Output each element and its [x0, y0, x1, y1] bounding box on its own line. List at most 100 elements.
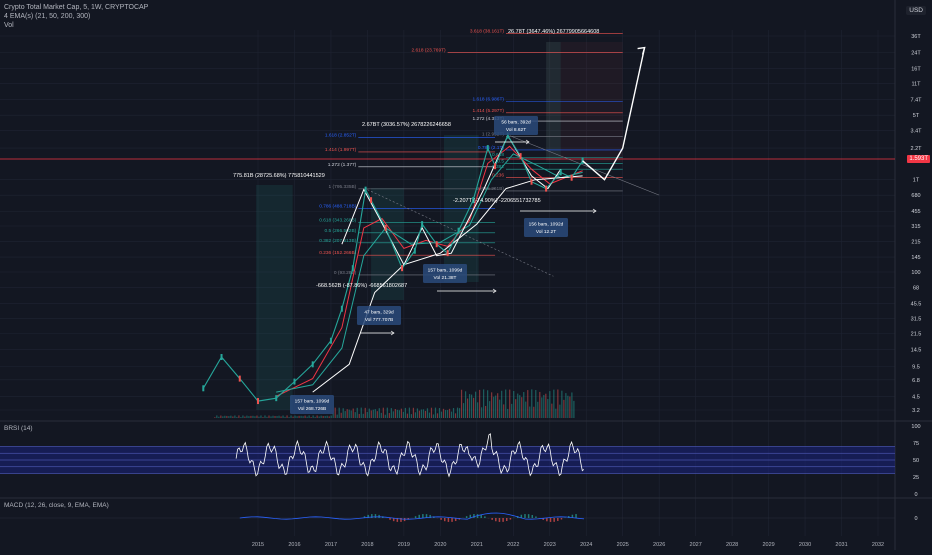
fib-label: 0.786 (2.1T) [478, 145, 505, 151]
macd-hist-bar [491, 518, 493, 520]
macd-hist-bar [499, 518, 501, 522]
macd-hist-bar [524, 514, 526, 518]
volume-bar [447, 410, 448, 418]
fib-label: 1 (795.335B) [329, 184, 357, 190]
volume-bar [493, 397, 494, 418]
volume-bar [292, 417, 293, 418]
volume-bar [214, 417, 215, 418]
volume-bar [469, 394, 470, 418]
volume-bar [507, 409, 508, 418]
x-tick-label: 2030 [799, 542, 811, 548]
y-tick-label: 215 [911, 239, 920, 245]
volume-bar [435, 408, 436, 418]
volume-bar [375, 409, 376, 418]
volume-bar [250, 416, 251, 418]
volume-bar [266, 417, 267, 418]
volume-bar [421, 409, 422, 418]
volume-bar [252, 416, 253, 418]
volume-bar [487, 390, 488, 418]
macd-hist-bar [561, 518, 563, 519]
volume-bar [349, 410, 350, 418]
y-tick-label: 3.4T [910, 129, 922, 135]
volume-bar [228, 416, 229, 418]
y-tick-label: 5T [913, 113, 920, 119]
annotation-drop-2022: -2.207T (-74.90%) -2206551732785 [453, 198, 541, 204]
volume-bar [519, 395, 520, 418]
volume-bar [527, 390, 528, 418]
macd-hist-bar [532, 515, 534, 518]
volume-bar [467, 398, 468, 418]
y-tick-label: 21.5 [911, 332, 922, 338]
volume-bar [551, 404, 552, 418]
volume-bar [367, 412, 368, 418]
volume-bar [559, 405, 560, 418]
y-tick-label: 24T [911, 50, 921, 56]
volume-bar [260, 415, 261, 418]
y-tick-label: 2.2T [910, 146, 922, 152]
x-tick-label: 2021 [471, 542, 483, 548]
annotation-peak-2018: 775.81B (28725.68%) 775810441529 [233, 173, 325, 179]
volume-bar [351, 411, 352, 418]
volume-bar [573, 401, 574, 418]
volume-bar [501, 391, 502, 418]
volume-bar [365, 408, 366, 418]
rsi-tick-label: 25 [913, 475, 919, 481]
volume-bar [515, 399, 516, 418]
volume-bar [246, 416, 247, 418]
y-tick-label: 45.5 [911, 302, 922, 308]
macd-hist-bar [510, 518, 512, 520]
price-candle [239, 376, 241, 382]
y-tick-label: 4.5 [912, 394, 920, 400]
volume-bar [567, 396, 568, 418]
volume-bar [321, 416, 322, 418]
macd-hist-bar [557, 518, 559, 521]
volume-bar [339, 408, 340, 418]
volume-bar [381, 413, 382, 418]
volume-bar [236, 417, 237, 418]
volume-bar [270, 416, 271, 418]
currency-label[interactable]: USD [906, 6, 926, 15]
y-tick-label: 31.5 [911, 316, 922, 322]
volume-bar [539, 392, 540, 418]
price-candle [257, 398, 259, 404]
volume-bar [433, 414, 434, 418]
macd-hist-bar [389, 518, 391, 520]
y-tick-label: 6.8 [912, 378, 920, 384]
volume-bar [411, 414, 412, 418]
x-tick-label: 2029 [762, 542, 774, 548]
y-tick-label: 7.4T [910, 97, 922, 103]
volume-bar [288, 417, 289, 418]
price-candle [545, 186, 547, 192]
bars-box-1-line2: Vol 268.726B [298, 406, 327, 412]
volume-bar [417, 408, 418, 418]
macd-hist-bar [418, 515, 420, 518]
volume-bar [419, 411, 420, 418]
volume-bar [393, 411, 394, 418]
y-tick-label: 3.2 [912, 408, 920, 414]
annotation-peak-2021: 2.67BT (3036.57%) 2678226246658 [362, 122, 451, 128]
volume-bar [415, 412, 416, 418]
volume-bar [329, 416, 330, 418]
volume-bar [294, 416, 295, 418]
volume-bar [495, 396, 496, 418]
volume-bar [523, 392, 524, 418]
volume-bar [369, 409, 370, 418]
y-tick-label: 455 [911, 209, 920, 215]
volume-bar [509, 390, 510, 418]
volume-bar [363, 414, 364, 418]
volume-bar [224, 416, 225, 418]
volume-bar [274, 416, 275, 418]
macd-hist-bar [535, 516, 537, 518]
bars-box-3-line2: Vol 21.38T [434, 275, 457, 281]
x-tick-label: 2023 [544, 542, 556, 548]
volume-bar [475, 392, 476, 418]
volume-bar [280, 416, 281, 418]
price-candle [571, 175, 573, 181]
volume-bar [286, 415, 287, 418]
y-tick-label: 680 [911, 193, 920, 199]
volume-bar [533, 407, 534, 418]
volume-bar [385, 415, 386, 418]
y-tick-label: 36T [911, 34, 921, 40]
volume-bar [431, 408, 432, 418]
